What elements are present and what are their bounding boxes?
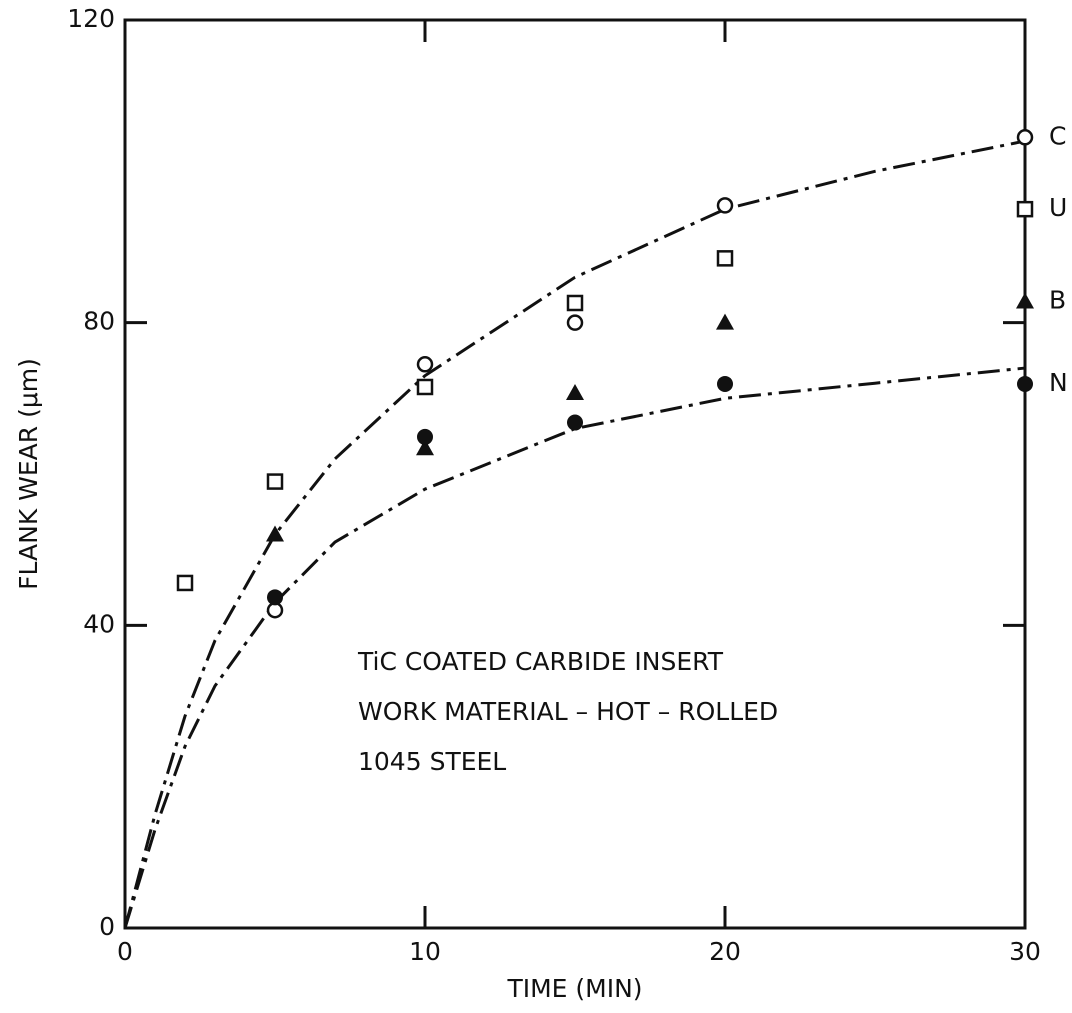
point — [567, 414, 583, 431]
point — [566, 294, 584, 312]
x-tick-label: 10 — [409, 937, 441, 966]
point — [416, 356, 434, 373]
y-tick-label: 0 — [99, 912, 115, 941]
point — [566, 384, 584, 401]
point — [717, 375, 733, 392]
point — [1016, 129, 1034, 146]
annotation: WORK MATERIAL – HOT – ROLLED — [358, 697, 778, 726]
point — [266, 473, 284, 490]
series-label: U — [1049, 193, 1067, 222]
point — [416, 439, 434, 456]
annotation: 1045 STEEL — [358, 747, 506, 776]
annotation: TiC COATED CARBIDE INSERT — [357, 647, 724, 676]
y-tick-label: 80 — [83, 307, 115, 336]
point — [716, 197, 734, 214]
point — [267, 589, 283, 606]
x-tick-label: 20 — [709, 937, 741, 966]
plot-frame — [123, 18, 1027, 930]
series-label: B — [1049, 285, 1066, 314]
y-tick-label: 120 — [67, 4, 115, 33]
series-label: N — [1049, 368, 1068, 397]
point — [716, 313, 734, 330]
point — [1017, 375, 1033, 392]
x-tick-label: 0 — [117, 937, 133, 966]
point — [417, 428, 433, 445]
point — [566, 314, 584, 331]
y-tick-label: 40 — [83, 609, 115, 638]
x-axis-label: TIME (MIN) — [506, 974, 642, 1003]
point — [176, 574, 194, 592]
fit-curve — [123, 366, 1026, 929]
x-tick-label: 30 — [1009, 937, 1041, 966]
point — [1016, 200, 1034, 218]
point — [266, 525, 284, 542]
point — [416, 378, 434, 396]
y-axis-label: FLANK WEAR (μm) — [14, 358, 43, 590]
point — [1016, 292, 1034, 309]
series-label: C — [1049, 121, 1066, 150]
fit-curve — [123, 139, 1026, 929]
point — [716, 250, 734, 267]
